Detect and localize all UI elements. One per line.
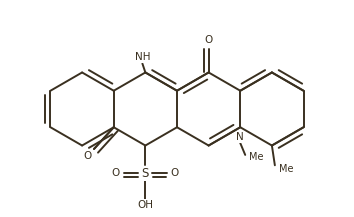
Text: O: O <box>205 35 213 45</box>
Text: NH: NH <box>135 52 150 62</box>
Text: N: N <box>236 132 244 142</box>
Text: O: O <box>112 168 120 178</box>
Text: OH: OH <box>137 200 153 210</box>
Text: O: O <box>83 151 91 161</box>
Text: S: S <box>142 167 149 180</box>
Text: O: O <box>171 168 179 178</box>
Text: Me: Me <box>249 152 263 162</box>
Text: Me: Me <box>279 164 294 174</box>
